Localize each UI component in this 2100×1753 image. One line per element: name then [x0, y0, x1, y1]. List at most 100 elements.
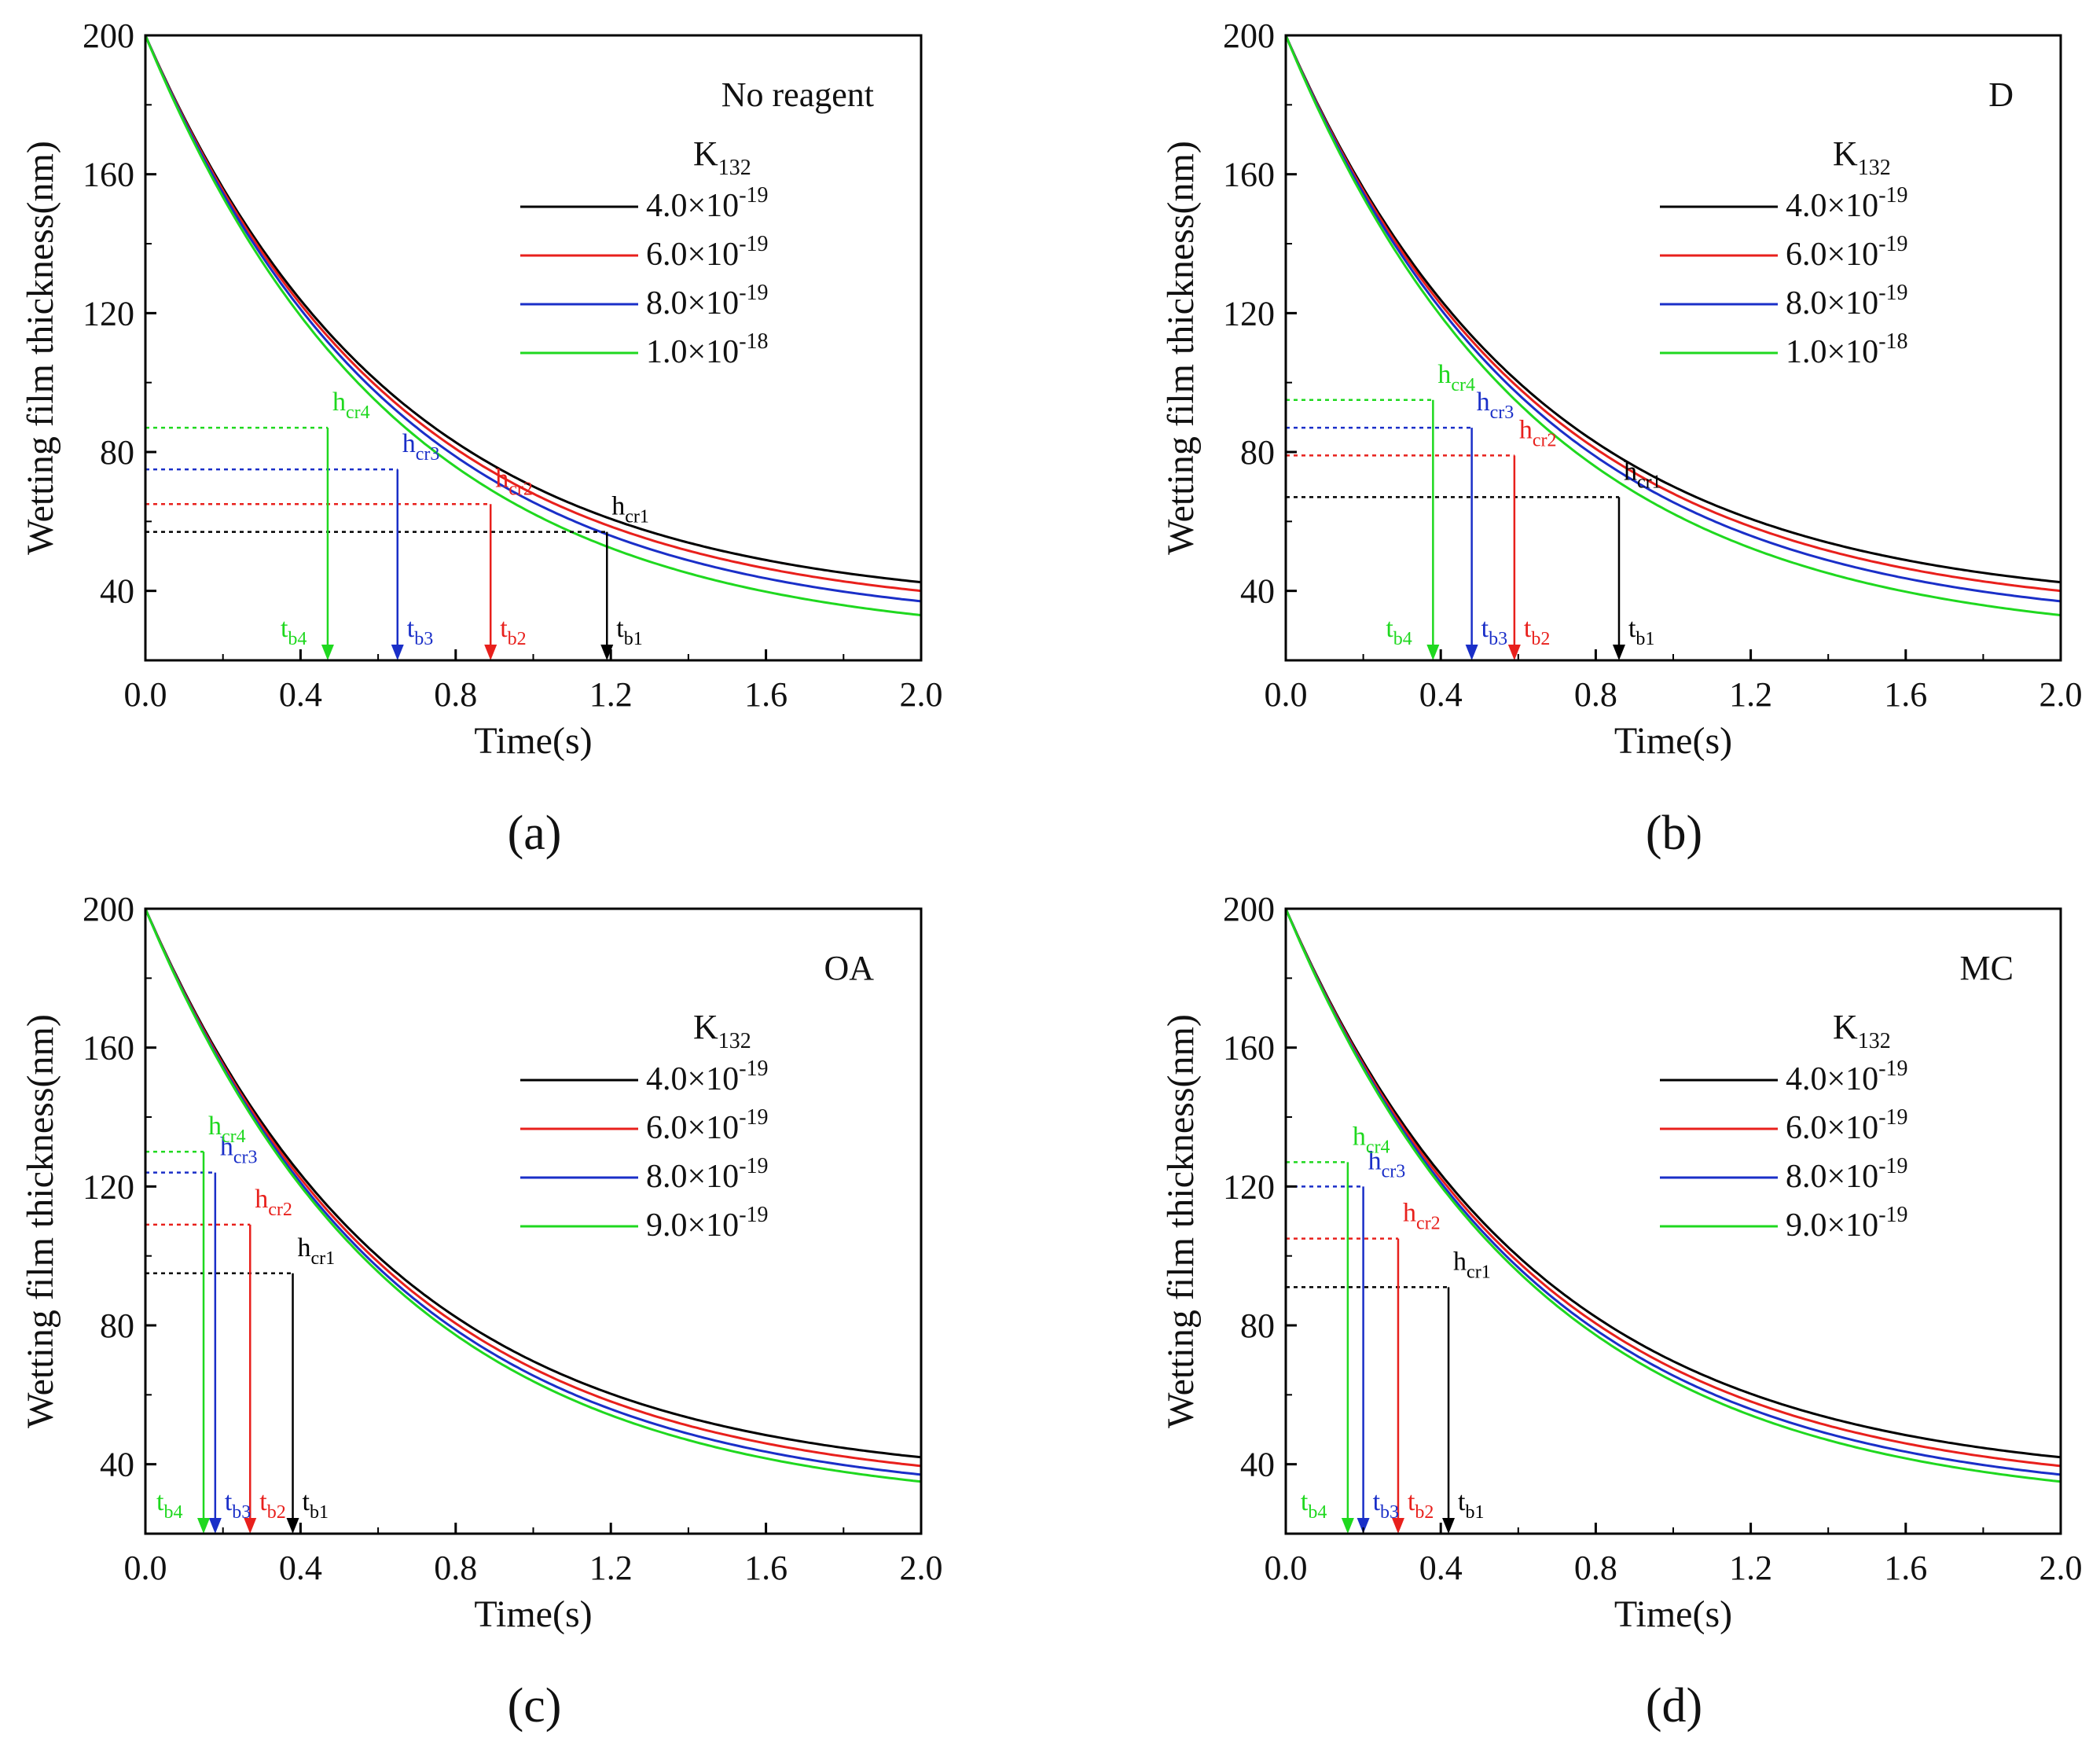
y-tick-label: 200 — [1223, 17, 1275, 55]
hcr-label-3: hcr3 — [220, 1133, 258, 1168]
tb-label-1: tb1 — [303, 1487, 329, 1523]
y-tick-label: 160 — [1223, 156, 1275, 194]
y-tick-label: 200 — [83, 890, 134, 928]
x-tick-label: 2.0 — [2039, 675, 2083, 714]
x-tick-label: 1.6 — [744, 675, 788, 714]
legend-entry-1: 4.0×10-19 — [1786, 1057, 1908, 1097]
tb-label-2: tb2 — [259, 1487, 285, 1523]
hcr-label-4: hcr4 — [1437, 360, 1475, 395]
hcr-label-2: hcr2 — [495, 464, 533, 499]
series-line-3 — [1284, 35, 2061, 603]
chart-panel-a: hcr1 tb1 hcr2 tb2 hcr3 tb3 hcr4 tb4 0.0 0.4 0.8 1.2… — [20, 17, 943, 860]
tb-label-1: tb1 — [1628, 614, 1654, 649]
tb-arrow-head-4 — [321, 645, 334, 660]
x-tick-label: 2.0 — [900, 1549, 943, 1587]
chart-panel-b: hcr1 tb1 hcr2 tb2 hcr3 tb3 hcr4 tb4 0.0 0.4 0.8 1.2… — [1160, 17, 2083, 860]
x-tick-label: 0.8 — [1574, 675, 1617, 714]
series-line-2 — [1284, 908, 2061, 1468]
tb-label-2: tb2 — [1524, 614, 1550, 649]
legend-entry-3: 8.0×10-19 — [646, 1154, 769, 1195]
y-tick-label: 40 — [1240, 1446, 1275, 1484]
tb-label-3: tb3 — [407, 614, 433, 649]
hcr-label-4: hcr4 — [208, 1112, 246, 1147]
legend-entry-2: 6.0×10-19 — [1786, 232, 1908, 273]
tb-label-1: tb1 — [1458, 1487, 1484, 1523]
x-tick-label: 0.0 — [1265, 675, 1308, 714]
x-axis-title: Time(s) — [474, 720, 592, 762]
x-tick-label: 0.4 — [279, 675, 322, 714]
legend-title: OA — [824, 949, 874, 987]
hcr-label-1: hcr1 — [611, 492, 649, 527]
y-tick-label: 80 — [100, 1306, 134, 1345]
legend-entry-3: 8.0×10-19 — [646, 281, 769, 322]
y-tick-label: 160 — [83, 1029, 134, 1068]
legend-entry-2: 6.0×10-19 — [646, 1105, 769, 1146]
y-tick-label: 80 — [100, 433, 134, 472]
legend-k-label: K132 — [693, 1008, 751, 1053]
tb-label-4: tb4 — [1386, 614, 1412, 649]
legend-entry-3: 8.0×10-19 — [1786, 1154, 1908, 1195]
y-tick-label: 160 — [1223, 1029, 1275, 1068]
x-tick-label: 1.2 — [1729, 675, 1772, 714]
tb-label-3: tb3 — [1373, 1487, 1399, 1523]
hcr-label-1: hcr1 — [1624, 457, 1661, 492]
x-tick-label: 0.0 — [124, 675, 167, 714]
tb-arrow-head-1 — [600, 645, 614, 660]
series-line-1 — [144, 35, 922, 584]
plot-frame — [144, 907, 923, 1535]
hcr-label-2: hcr2 — [255, 1185, 292, 1220]
y-axis-title: Wetting film thickness(nm) — [1160, 1014, 1202, 1428]
tb-arrow-head-3 — [1465, 645, 1478, 660]
legend-title: MC — [1960, 949, 2014, 987]
legend-entry-2: 6.0×10-19 — [1786, 1105, 1908, 1146]
tb-arrow-head-2 — [484, 645, 497, 660]
tb-arrow-head-3 — [391, 645, 404, 660]
y-tick-label: 120 — [1223, 1167, 1275, 1206]
tb-label-3: tb3 — [1481, 614, 1507, 649]
legend-k-label: K132 — [693, 134, 751, 180]
x-tick-label: 0.8 — [434, 1549, 477, 1587]
hcr-label-3: hcr3 — [402, 429, 440, 465]
tb-label-4: tb4 — [1301, 1487, 1327, 1523]
legend-entry-3: 8.0×10-19 — [1786, 281, 1908, 322]
hcr-label-1: hcr1 — [298, 1233, 336, 1269]
x-tick-label: 0.4 — [1419, 675, 1463, 714]
tb-label-4: tb4 — [156, 1487, 182, 1523]
legend-title: D — [1988, 75, 2014, 114]
x-axis-title: Time(s) — [474, 1593, 592, 1635]
chart-panel-c: hcr1 tb1 hcr2 tb2 hcr3 tb3 hcr4 tb4 0.0 0.4 0.8 1.2… — [20, 890, 943, 1733]
y-axis-title: Wetting film thickness(nm) — [1160, 141, 1202, 555]
x-tick-label: 0.0 — [1265, 1549, 1308, 1587]
legend-k-label: K132 — [1833, 134, 1891, 180]
x-axis-title: Time(s) — [1614, 1593, 1732, 1635]
tb-arrow-head-1 — [286, 1518, 299, 1534]
tb-arrow-head-4 — [1341, 1518, 1354, 1534]
tb-arrow-head-2 — [1507, 645, 1521, 660]
x-tick-label: 1.6 — [744, 1549, 788, 1587]
x-tick-label: 0.4 — [279, 1549, 322, 1587]
x-axis-title: Time(s) — [1614, 720, 1732, 762]
hcr-label-3: hcr3 — [1477, 388, 1514, 423]
hcr-label-3: hcr3 — [1368, 1146, 1406, 1182]
tb-arrow-head-1 — [1442, 1518, 1456, 1534]
y-axis-title: Wetting film thickness(nm) — [20, 1014, 61, 1428]
tb-label-1: tb1 — [616, 614, 642, 649]
x-tick-label: 2.0 — [2039, 1549, 2083, 1587]
x-tick-label: 1.2 — [589, 1549, 633, 1587]
tb-arrow-head-4 — [197, 1518, 211, 1534]
legend-entry-4: 1.0×10-18 — [646, 329, 769, 370]
tb-label-2: tb2 — [1408, 1487, 1434, 1523]
tb-arrow-head-1 — [1612, 645, 1625, 660]
y-tick-label: 40 — [1240, 572, 1275, 611]
x-tick-label: 0.4 — [1419, 1549, 1463, 1587]
y-tick-label: 200 — [83, 17, 134, 55]
x-tick-label: 0.0 — [124, 1549, 167, 1587]
x-tick-label: 1.2 — [589, 675, 633, 714]
hcr-label-4: hcr4 — [1353, 1122, 1390, 1157]
legend-entry-1: 4.0×10-19 — [646, 183, 769, 224]
tb-arrow-head-4 — [1426, 645, 1440, 660]
tb-label-4: tb4 — [281, 614, 307, 649]
y-tick-label: 40 — [100, 1446, 134, 1484]
series-line-3 — [144, 908, 922, 1476]
legend-entry-4: 9.0×10-19 — [1786, 1203, 1908, 1244]
